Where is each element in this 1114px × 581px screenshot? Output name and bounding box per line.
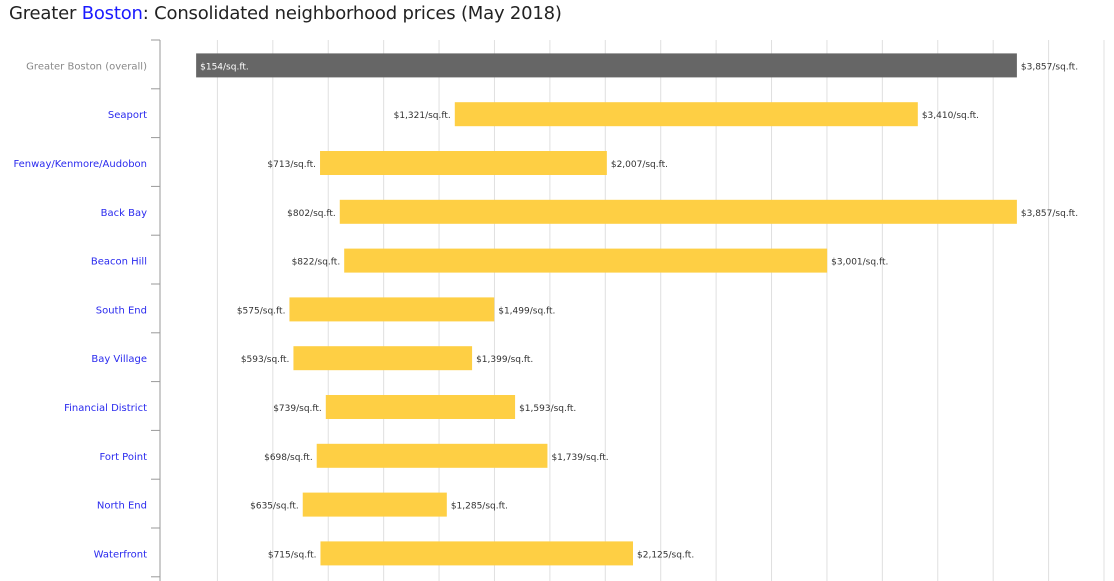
category-label[interactable]: Beacon Hill	[91, 257, 147, 268]
high-value-label: $2,007/sq.ft.	[611, 160, 668, 170]
category-label[interactable]: Fort Point	[99, 452, 147, 463]
category-label: Greater Boston (overall)	[26, 61, 147, 72]
category-label[interactable]: South End	[96, 305, 147, 316]
high-value-label: $3,001/sq.ft.	[831, 258, 888, 268]
neighborhood-range-bar	[316, 443, 548, 468]
low-value-label: $802/sq.ft.	[287, 209, 336, 219]
neighborhood-range-bar	[293, 346, 473, 371]
neighborhood-range-bar	[289, 297, 495, 322]
low-value-label: $1,321/sq.ft.	[394, 111, 451, 121]
category-label[interactable]: Financial District	[64, 403, 147, 414]
neighborhood-range-bar	[320, 541, 633, 566]
high-value-label: $3,857/sq.ft.	[1021, 62, 1078, 72]
high-value-label: $1,285/sq.ft.	[451, 502, 508, 512]
high-value-label: $1,739/sq.ft.	[551, 453, 608, 463]
chart-title: Greater Boston: Consolidated neighborhoo…	[9, 3, 562, 24]
neighborhood-range-bar	[344, 248, 828, 273]
low-value-label: $154/sq.ft.	[200, 62, 249, 72]
low-value-label: $575/sq.ft.	[237, 306, 286, 316]
neighborhood-range-bar	[339, 199, 1017, 224]
high-value-label: $1,399/sq.ft.	[476, 355, 533, 365]
category-label[interactable]: Waterfront	[94, 549, 147, 560]
high-value-label: $3,410/sq.ft.	[922, 111, 979, 121]
high-value-label: $1,593/sq.ft.	[519, 404, 576, 414]
neighborhood-range-bar	[325, 395, 516, 419]
category-label[interactable]: North End	[97, 501, 147, 512]
high-value-label: $3,857/sq.ft.	[1021, 209, 1078, 219]
high-value-label: $2,125/sq.ft.	[637, 550, 694, 560]
low-value-label: $739/sq.ft.	[273, 404, 322, 414]
low-value-label: $715/sq.ft.	[268, 550, 317, 560]
title-suffix: : Consolidated neighborhood prices (May …	[142, 3, 562, 24]
title-prefix: Greater	[9, 3, 82, 24]
low-value-label: $698/sq.ft.	[264, 453, 313, 463]
neighborhood-range-bar	[302, 492, 447, 517]
category-label[interactable]: Bay Village	[91, 354, 147, 365]
category-label[interactable]: Back Bay	[101, 208, 147, 219]
category-label[interactable]: Fenway/Kenmore/Audobon	[13, 159, 147, 170]
low-value-label: $593/sq.ft.	[241, 355, 290, 365]
high-value-label: $1,499/sq.ft.	[498, 306, 555, 316]
low-value-label: $635/sq.ft.	[250, 502, 299, 512]
neighborhood-range-bar	[454, 102, 918, 127]
category-label[interactable]: Seaport	[108, 110, 147, 121]
overall-range-bar	[196, 53, 1017, 78]
neighborhood-range-bar	[320, 151, 607, 175]
title-highlight-link[interactable]: Boston	[81, 3, 143, 24]
low-value-label: $822/sq.ft.	[292, 258, 341, 268]
low-value-label: $713/sq.ft.	[267, 160, 316, 170]
